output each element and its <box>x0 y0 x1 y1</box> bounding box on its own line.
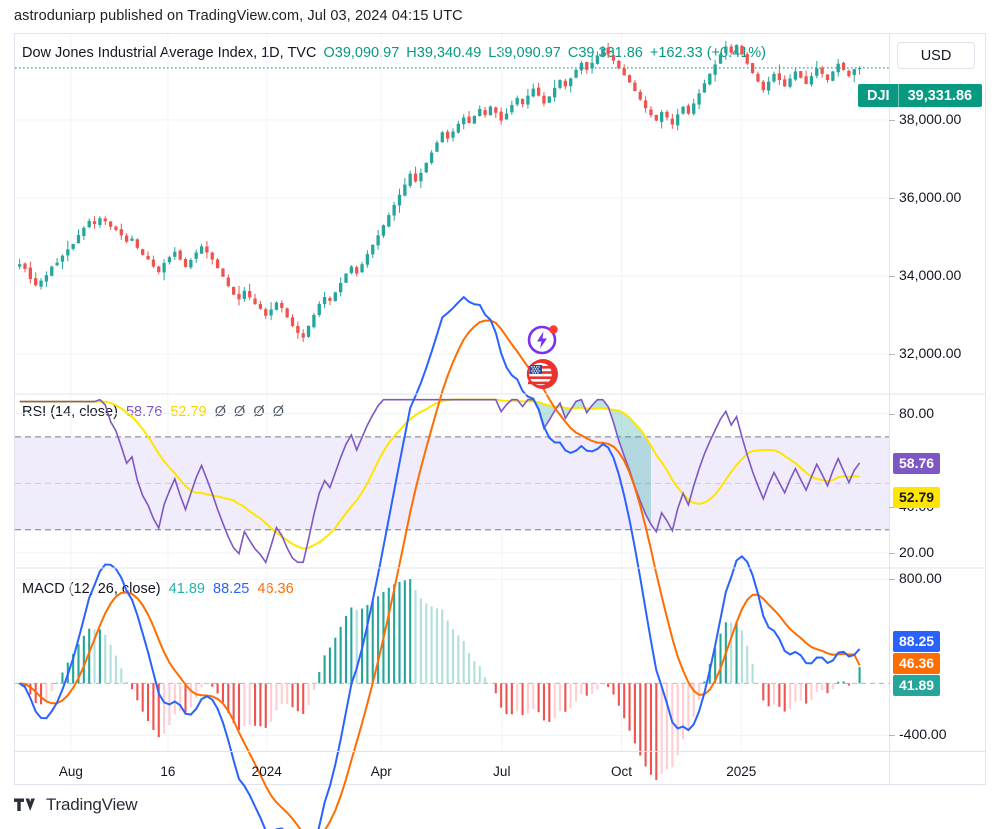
ohlc-close-value: 39,331.86 <box>578 45 643 61</box>
ohlc-low-value: 39,090.97 <box>496 45 561 61</box>
candlestick-series <box>18 40 862 343</box>
ohlc-high-value: 39,340.49 <box>416 45 482 61</box>
rsi-ma-value-badge: 52.79 <box>893 486 941 508</box>
rsi-empty-4: Ø <box>272 404 284 420</box>
time-tick-label-4: Jul <box>493 764 511 779</box>
price-axis-label-3: 32,000.00 <box>899 344 962 361</box>
tradingview-logo-icon <box>14 798 35 811</box>
macd-hist-value: 41.89 <box>168 581 205 597</box>
time-tick-label-3: Apr <box>370 764 392 779</box>
macd-line-value: 88.25 <box>213 581 250 597</box>
ohlc-open-label: O <box>323 45 335 61</box>
badge-divider <box>897 84 899 107</box>
rsi-value-badge: 58.76 <box>893 452 941 474</box>
rsi-ma-value: 52.79 <box>170 404 207 420</box>
macd-hist-badge: 41.89 <box>893 674 941 696</box>
macd-histogram <box>18 578 861 781</box>
rsi-axis-label-0-tick <box>889 413 895 415</box>
rsi-legend: RSI (14, close) 58.76 52.79 Ø Ø Ø Ø <box>22 405 284 420</box>
rsi-empty-1: Ø <box>214 404 226 420</box>
macd-line <box>19 295 861 829</box>
publication-credit: astroduniarp published on TradingView.co… <box>14 8 463 24</box>
rsi-title: RSI (14, close) <box>22 404 118 420</box>
macd-axis-label-1-tick <box>889 735 895 737</box>
currency-selector[interactable]: USD <box>897 42 975 69</box>
time-tick-label-5: Oct <box>611 764 633 779</box>
rsi-axis-label-1-tick <box>889 506 895 508</box>
last-price-value: 39,331.86 <box>907 87 973 104</box>
price-axis-label-0: 38,000.00 <box>899 110 962 127</box>
macd-axis-label-0: 800.00 <box>899 570 942 587</box>
bolt-badge-icon <box>526 322 560 361</box>
last-price-ticker: DJI <box>867 87 890 104</box>
price-axis-label-2: 34,000.00 <box>899 266 962 283</box>
ohlc-high-label: H <box>406 45 417 61</box>
tradingview-footer: TradingView <box>14 795 138 815</box>
last-price-badge: DJI 39,331.86 <box>858 84 983 107</box>
time-scale-axis[interactable]: Aug 16 2024 Apr Jul Oct 2025 <box>14 751 986 785</box>
rsi-value: 58.76 <box>125 404 163 420</box>
macd-signal-line <box>19 319 861 829</box>
macd-signal-badge: 46.36 <box>893 652 941 674</box>
rsi-overshoot-fill <box>527 399 651 525</box>
price-axis-label-3-tick <box>889 353 895 355</box>
rsi-axis-label-2-tick <box>889 553 895 555</box>
price-axis-label-2-tick <box>889 275 895 277</box>
rsi-empty-2: Ø <box>234 404 246 420</box>
rsi-empty-3: Ø <box>253 404 265 420</box>
macd-axis-label-1: -400.00 <box>899 726 947 743</box>
rsi-axis-label-2: 20.00 <box>899 544 935 561</box>
time-tick-label-0: Aug <box>58 764 83 779</box>
symbol-title: Dow Jones Industrial Average Index, 1D, … <box>22 45 317 61</box>
price-axis-label-0-tick <box>889 119 895 121</box>
us-flag-badge-icon <box>524 357 562 396</box>
time-tick-label-2: 2024 <box>251 764 282 779</box>
ohlc-open-value: 39,090.97 <box>334 45 400 61</box>
macd-line-badge: 88.25 <box>893 630 941 652</box>
time-tick-label-1: 16 <box>160 764 176 779</box>
price-axis-label-1: 36,000.00 <box>899 188 962 205</box>
rsi-axis-label-0: 80.00 <box>899 404 935 421</box>
ohlc-low-label: L <box>488 45 497 61</box>
tradingview-wordmark: TradingView <box>46 795 138 814</box>
price-axis-label-1-tick <box>889 197 895 199</box>
ohlc-close-label: C <box>567 45 579 61</box>
price-scale-axis[interactable] <box>889 33 986 785</box>
macd-axis-label-0-tick <box>889 579 895 581</box>
time-tick-label-6: 2025 <box>726 764 757 779</box>
